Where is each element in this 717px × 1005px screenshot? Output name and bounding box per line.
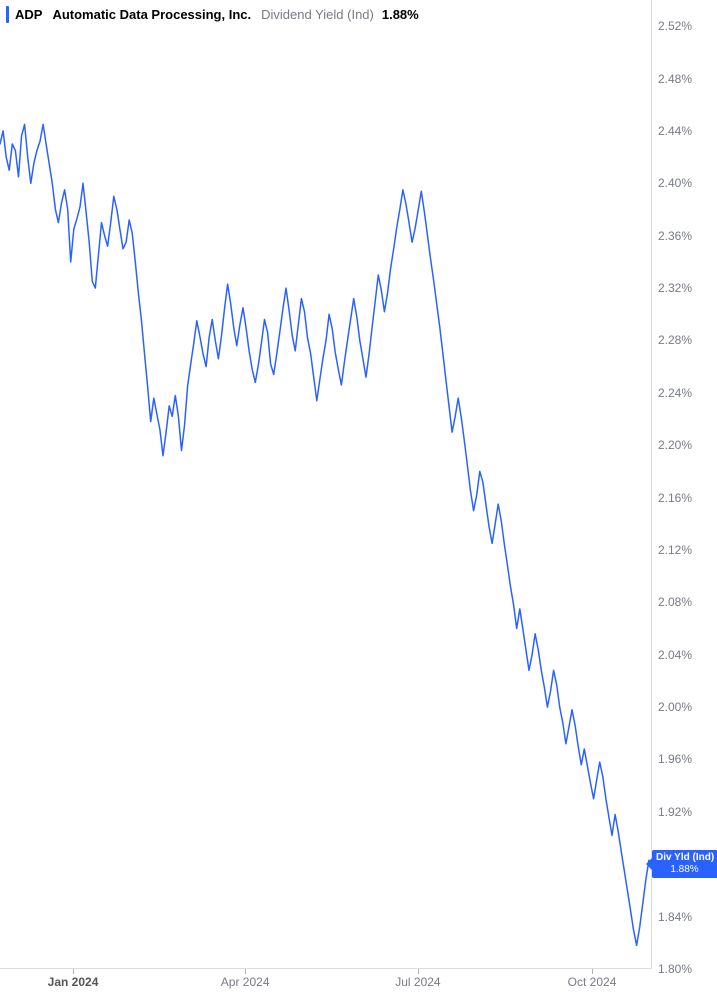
current-value-flag: Div Yld (Ind)1.88% xyxy=(652,850,717,878)
x-tick-mark xyxy=(418,969,419,974)
chart-plot-area[interactable] xyxy=(0,0,652,969)
x-tick-label: Apr 2024 xyxy=(221,975,270,989)
x-tick-label: Oct 2024 xyxy=(568,975,617,989)
y-tick-label: 2.24% xyxy=(658,386,692,400)
y-tick-label: 2.40% xyxy=(658,176,692,190)
y-tick-label: 2.32% xyxy=(658,281,692,295)
y-axis: 2.52% 2.48% 2.44% 2.40% 2.36% 2.32% 2.28% 2.24%… xyxy=(651,0,717,969)
y-tick-label: 1.84% xyxy=(658,910,692,924)
y-tick-label: 1.96% xyxy=(658,752,692,766)
y-tick-label: 2.00% xyxy=(658,700,692,714)
y-tick-label: 1.92% xyxy=(658,805,692,819)
y-tick-label: 2.04% xyxy=(658,648,692,662)
y-tick-label: 2.44% xyxy=(658,124,692,138)
y-tick-label: 2.20% xyxy=(658,438,692,452)
accent-bar xyxy=(6,6,9,23)
y-tick-label: 2.12% xyxy=(658,543,692,557)
company-name: Automatic Data Processing, Inc. xyxy=(52,7,251,22)
y-tick-label: 1.80% xyxy=(658,962,692,976)
metric-label: Dividend Yield (Ind) xyxy=(261,7,374,22)
y-tick-label: 2.52% xyxy=(658,19,692,33)
x-tick-mark xyxy=(73,969,74,974)
y-tick-label: 2.36% xyxy=(658,229,692,243)
x-tick-label: Jul 2024 xyxy=(395,975,440,989)
y-tick-label: 2.08% xyxy=(658,595,692,609)
x-tick-label: Jan 2024 xyxy=(48,975,99,989)
x-tick-mark xyxy=(245,969,246,974)
x-tick-mark xyxy=(592,969,593,974)
x-axis: Jan 2024 Apr 2024 Jul 2024 Oct 2024 xyxy=(0,968,652,1005)
y-tick-label: 2.28% xyxy=(658,333,692,347)
y-tick-label: 2.16% xyxy=(658,491,692,505)
metric-value: 1.88% xyxy=(382,7,419,22)
chart-header: ADP Automatic Data Processing, Inc. Divi… xyxy=(6,6,419,23)
line-chart-svg xyxy=(0,0,652,969)
ticker-symbol: ADP xyxy=(15,7,42,22)
y-tick-label: 2.48% xyxy=(658,72,692,86)
dividend-yield-line xyxy=(0,124,652,945)
